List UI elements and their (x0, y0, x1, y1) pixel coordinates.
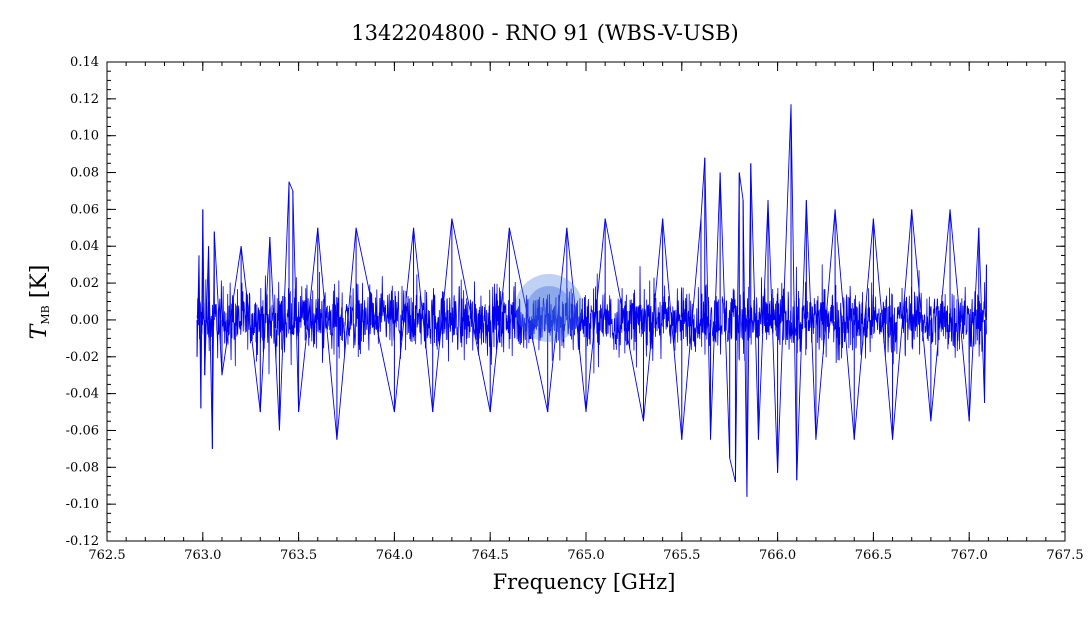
y-tick-label: 0.12 (70, 92, 99, 107)
y-tick-label: 0.02 (70, 276, 99, 291)
x-tick-label: 766.5 (855, 548, 892, 563)
y-tick-label: -0.08 (66, 460, 99, 475)
x-axis-label: Frequency [GHz] (493, 570, 676, 594)
y-axis-label: TMB [K] (27, 265, 52, 340)
y-tick-label: 0.04 (70, 239, 99, 254)
y-axis-label-subscript: MB (39, 305, 52, 324)
y-tick-label: -0.02 (66, 350, 99, 365)
y-tick-label: 0.06 (70, 202, 99, 217)
x-tick-label: 762.5 (88, 548, 125, 563)
y-tick-label: 0.08 (70, 166, 99, 181)
y-axis-label-symbol: T (27, 322, 52, 339)
y-tick-label: -0.04 (66, 387, 99, 402)
x-tick-label: 764.5 (472, 548, 509, 563)
x-tick-label: 767.5 (1046, 548, 1083, 563)
x-axis-ticks: 762.5 763.0 763.5 764.0 764.5 765.0 765.5 766.0… (88, 62, 1084, 563)
x-tick-label: 765.0 (567, 548, 604, 563)
herschel-logo (515, 274, 583, 342)
x-tick-label: 765.5 (663, 548, 700, 563)
spectrum-peak-line (196, 104, 987, 497)
y-tick-label: -0.12 (66, 534, 99, 549)
x-tick-label: 764.0 (376, 548, 413, 563)
y-tick-label: 0.00 (70, 313, 99, 328)
y-axis-label-unit: [K] (27, 265, 52, 306)
x-tick-label: 763.0 (184, 548, 221, 563)
y-tick-label: 0.10 (70, 129, 99, 144)
y-tick-label: 0.14 (70, 55, 99, 70)
x-tick-label: 766.0 (759, 548, 796, 563)
spectrum-noise-line (196, 264, 987, 380)
y-tick-label: -0.06 (66, 423, 99, 438)
x-tick-label: 767.0 (951, 548, 988, 563)
x-tick-label: 763.5 (280, 548, 317, 563)
chart-title: 1342204800 - RNO 91 (WBS-V-USB) (351, 21, 739, 45)
y-tick-label: -0.10 (66, 497, 99, 512)
y-axis-ticks: 0.14 0.12 0.10 0.08 0.06 0.04 0.02 0.00 -0.02 -0.… (66, 55, 1065, 549)
series-layer (196, 104, 987, 497)
